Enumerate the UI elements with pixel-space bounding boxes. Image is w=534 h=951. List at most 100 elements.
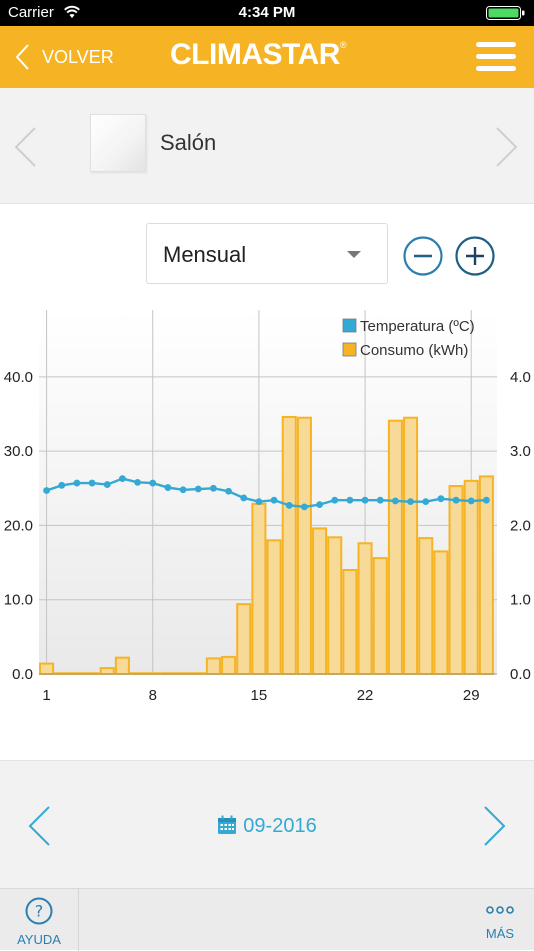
consumption-bar [99, 667, 115, 675]
logo-text: CLIMASTAR [170, 38, 340, 71]
tab-bar: ? AYUDA MÁS [0, 888, 534, 951]
y-left-tick-label: 0.0 [12, 666, 33, 683]
clock: 4:34 PM [238, 4, 296, 21]
hamburger-menu-button[interactable] [476, 42, 516, 72]
consumption-bar [387, 419, 403, 675]
y-left-tick-label: 10.0 [4, 592, 33, 609]
next-room-button[interactable] [494, 126, 520, 168]
y-left-tick-label: 40.0 [4, 369, 33, 386]
device-thumbnail [90, 114, 146, 172]
consumption-bar [433, 550, 449, 675]
temperature-point [73, 479, 81, 487]
legend-swatch-consumption [342, 342, 357, 357]
temperature-point [300, 503, 308, 511]
y-right-tick-label: 1.0 [510, 592, 531, 609]
period-select[interactable]: Mensual [146, 223, 388, 284]
period-value: Mensual [163, 242, 247, 267]
temperature-point [270, 496, 278, 504]
temperature-point [88, 479, 96, 487]
temperature-point [331, 496, 339, 504]
temperature-point [119, 475, 126, 483]
zoom-in-button[interactable] [455, 236, 495, 276]
consumption-bar [357, 542, 373, 675]
temperature-point [149, 479, 157, 487]
carrier-label: Carrier [8, 4, 54, 21]
back-button[interactable]: VOLVER [14, 40, 114, 74]
y-right-tick-label: 0.0 [510, 666, 531, 683]
temperature-point [179, 486, 187, 494]
consumption-bar [463, 479, 479, 675]
more-dots-icon [486, 906, 514, 914]
legend-label-consumption: Consumo (kWh) [360, 342, 468, 359]
logo-mark: ® [339, 40, 347, 50]
zoom-out-button[interactable] [403, 236, 443, 276]
date-navigation: 09-2016 [0, 760, 534, 888]
temperature-point [482, 496, 490, 504]
temperature-point [376, 496, 384, 504]
temperature-point [58, 481, 66, 489]
consumption-bar [296, 416, 312, 675]
x-tick-label: 22 [357, 687, 374, 704]
tab-more-label: MÁS [485, 926, 515, 941]
consumption-bar [448, 485, 464, 675]
temperature-point [361, 496, 369, 504]
y-left-tick-label: 30.0 [4, 443, 33, 460]
consumption-bar [403, 416, 419, 675]
consumption-bar [327, 536, 343, 675]
help-icon: ? [25, 897, 53, 925]
x-tick-label: 29 [463, 687, 480, 704]
climastar-logo: CLIMASTAR® [170, 38, 347, 72]
consumption-bar [221, 655, 237, 675]
chart-svg: 0.0 0.0 10.0 1.0 20.0 2.0 30.0 3.0 40.0 4.0 1 8 15 22… [4, 310, 531, 704]
room-name: Salón [160, 130, 217, 155]
temperature-point [240, 494, 248, 502]
temperature-point [134, 478, 141, 486]
previous-month-button[interactable] [26, 805, 52, 847]
battery-icon [486, 6, 525, 20]
temperature-point [103, 481, 111, 488]
temperature-point [43, 487, 50, 494]
temperature-point [164, 484, 172, 491]
temperature-point [346, 496, 354, 504]
tab-help-label: AYUDA [17, 932, 61, 947]
app-header: VOLVER CLIMASTAR® [0, 26, 534, 88]
x-tick-label: 1 [42, 687, 50, 704]
y-right-tick-label: 4.0 [510, 369, 531, 386]
temperature-point [285, 501, 293, 509]
tab-more[interactable]: MÁS [470, 903, 530, 941]
svg-text:?: ? [35, 902, 44, 921]
room-selector: Salón [0, 88, 534, 204]
temperature-point [437, 495, 445, 503]
status-bar: Carrier 4:34 PM [0, 0, 534, 26]
temperature-point [407, 498, 414, 506]
legend-label-temperature: Temperatura (ºC) [360, 318, 475, 335]
y-right-tick-label: 2.0 [510, 517, 531, 534]
current-month[interactable]: 09-2016 [0, 815, 534, 838]
temperature-point [194, 485, 202, 493]
temperature-point [422, 498, 430, 506]
legend-swatch-temperature [342, 318, 357, 333]
y-left-tick-label: 20.0 [4, 517, 33, 534]
menu-bar-icon [476, 42, 516, 47]
temperature-point [210, 484, 217, 492]
consumption-bar [418, 537, 434, 675]
menu-bar-icon [476, 66, 516, 71]
consumption-bar [478, 475, 494, 675]
temperature-point [467, 497, 475, 505]
back-label: VOLVER [42, 46, 114, 67]
x-tick-label: 15 [251, 687, 268, 704]
tab-help[interactable]: ? AYUDA [0, 897, 78, 947]
temperature-point [225, 487, 232, 495]
consumption-bar [266, 539, 282, 675]
consumption-bar [251, 502, 267, 675]
consumption-bar [114, 656, 130, 675]
chevron-left-icon [15, 44, 29, 70]
calendar-icon [218, 815, 237, 834]
temperature-point [316, 501, 323, 509]
consumption-chart: 0.0 0.0 10.0 1.0 20.0 2.0 30.0 3.0 40.0 4.0 1 8 15 22… [0, 300, 534, 710]
consumption-bar [205, 657, 221, 675]
y-right-tick-label: 3.0 [510, 443, 531, 460]
previous-room-button[interactable] [12, 126, 38, 168]
next-month-button[interactable] [482, 805, 508, 847]
caret-down-icon [347, 251, 361, 258]
